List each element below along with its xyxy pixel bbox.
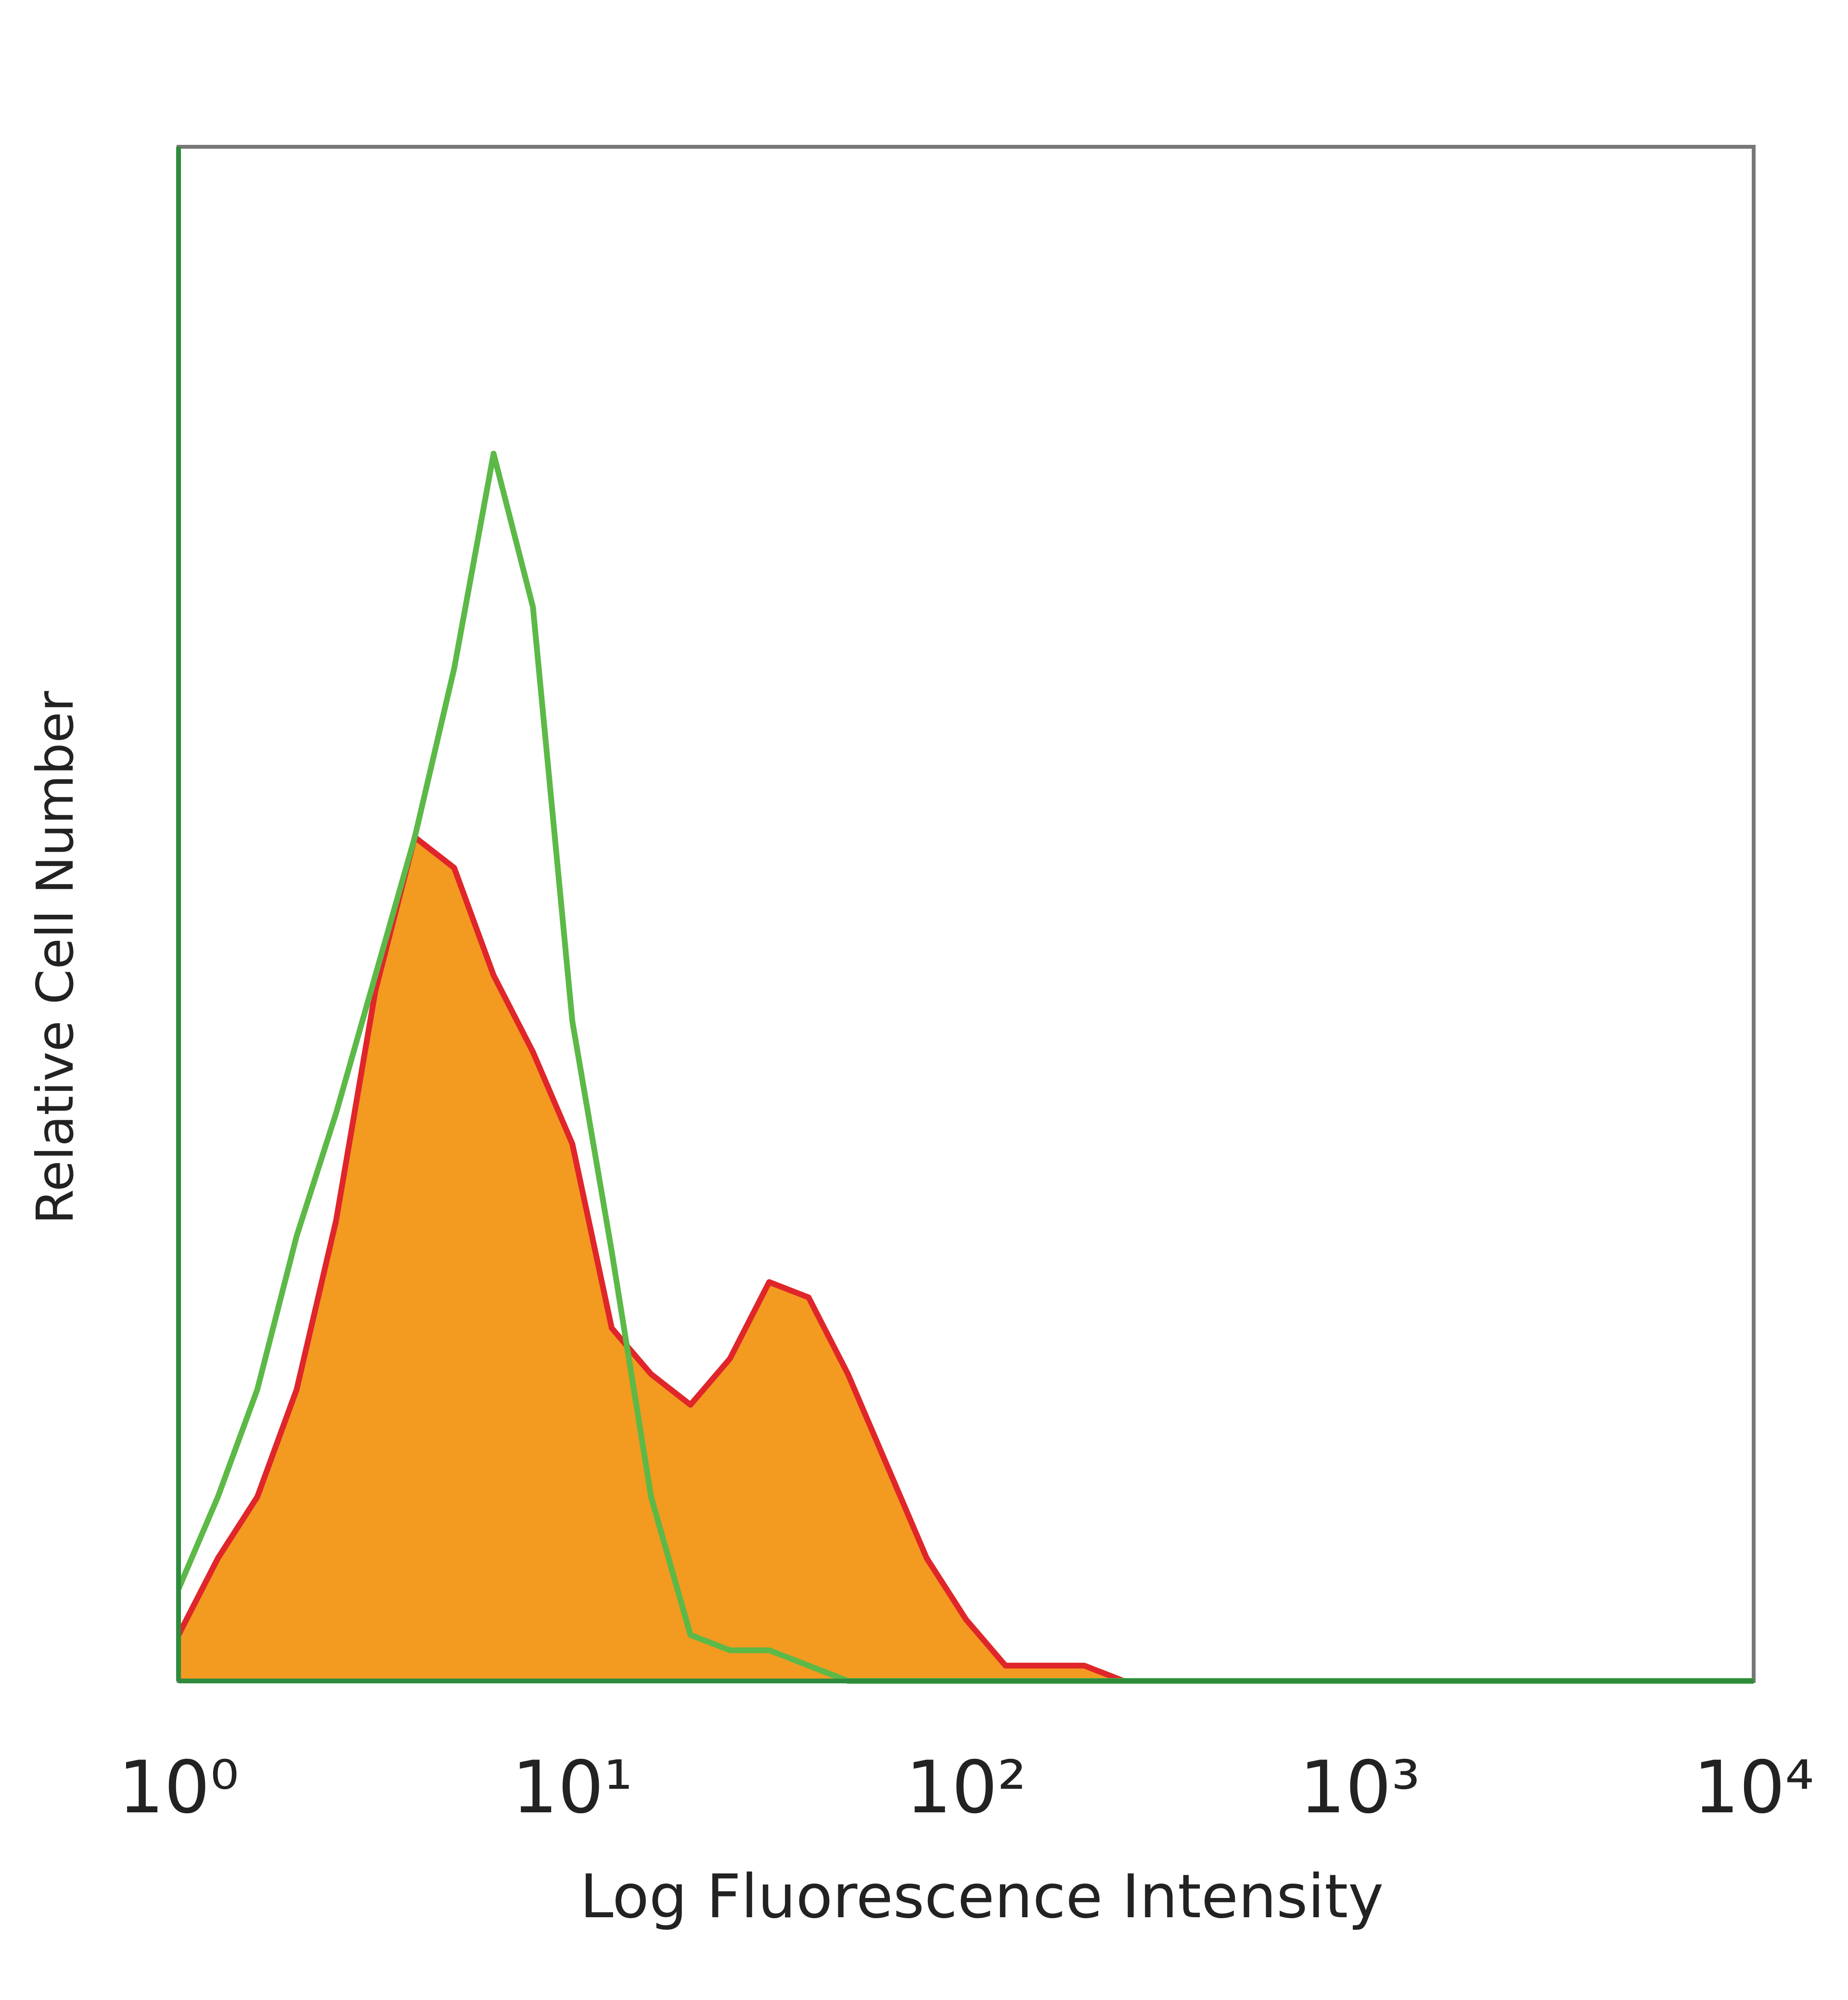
y-axis-title: Relative Cell Number <box>26 691 85 1224</box>
histogram-area <box>179 837 1754 1681</box>
x-tick-label: 10⁰ <box>118 1746 239 1830</box>
x-tick-label: 10³ <box>1299 1746 1420 1830</box>
x-tick-label: 10¹ <box>512 1746 633 1830</box>
x-tick-label: 10² <box>906 1746 1027 1830</box>
x-tick-label: 10⁴ <box>1693 1746 1814 1830</box>
x-axis-title: Log Fluorescence Intensity <box>580 1862 1384 1932</box>
